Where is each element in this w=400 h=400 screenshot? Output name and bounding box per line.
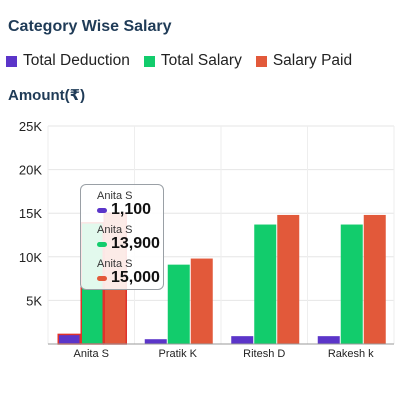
bar-total-salary[interactable]	[340, 224, 363, 344]
bar-total-salary[interactable]	[254, 224, 277, 344]
bar-total-deduction[interactable]	[144, 339, 167, 344]
x-tick-label: Rakesh k	[328, 348, 374, 360]
legend-label: Salary Paid	[272, 52, 353, 69]
tooltip-swatch	[97, 276, 107, 281]
bar-total-salary[interactable]	[167, 264, 190, 344]
x-tick-label: Ritesh D	[243, 348, 285, 360]
x-tick-label: Anita S	[74, 348, 109, 360]
bar-salary-paid[interactable]	[277, 214, 300, 344]
legend-item-total-deduction[interactable]: Total Deduction	[6, 52, 130, 70]
tooltip-value: 1,100	[111, 201, 152, 218]
y-tick-label: 25K	[19, 119, 42, 134]
legend-swatch	[143, 55, 155, 67]
legend-item-salary-paid[interactable]: Salary Paid	[255, 52, 353, 70]
chart-legend: Total Deduction Total Salary Salary Paid	[6, 52, 352, 70]
y-tick-label: 5K	[26, 293, 42, 308]
y-tick-label: 20K	[19, 163, 42, 178]
tooltip-entry: Anita S 15,000	[89, 255, 163, 289]
tooltip-category: Anita S	[97, 190, 133, 202]
tooltip-value: 13,900	[111, 235, 160, 252]
tooltip: Anita S 1,100 Anita S 13,900 Anita S 15,…	[80, 184, 164, 290]
legend-item-total-salary[interactable]: Total Salary	[143, 52, 242, 70]
tooltip-category: Anita S	[97, 258, 133, 270]
legend-swatch	[255, 55, 267, 67]
y-tick-label: 10K	[19, 250, 42, 265]
tooltip-entry: Anita S 1,100	[89, 187, 163, 221]
chart-title: Category Wise Salary	[8, 18, 172, 35]
bar-total-deduction[interactable]	[231, 336, 254, 344]
legend-label: Total Salary	[160, 52, 242, 69]
tooltip-category: Anita S	[97, 224, 133, 236]
bar-salary-paid[interactable]	[363, 214, 386, 344]
legend-swatch	[6, 55, 17, 67]
bar-total-deduction[interactable]	[317, 336, 340, 344]
y-tick-label: 15K	[19, 206, 42, 221]
legend-label: Total Deduction	[23, 52, 130, 69]
tooltip-entry: Anita S 13,900	[89, 221, 163, 255]
bar-total-deduction[interactable]	[57, 333, 81, 345]
y-axis-title: Amount(₹)	[8, 87, 86, 104]
tooltip-value: 15,000	[111, 269, 160, 286]
bar-salary-paid[interactable]	[190, 258, 213, 344]
x-tick-label: Pratik K	[158, 348, 197, 360]
tooltip-swatch	[97, 242, 107, 247]
tooltip-swatch	[97, 208, 107, 213]
